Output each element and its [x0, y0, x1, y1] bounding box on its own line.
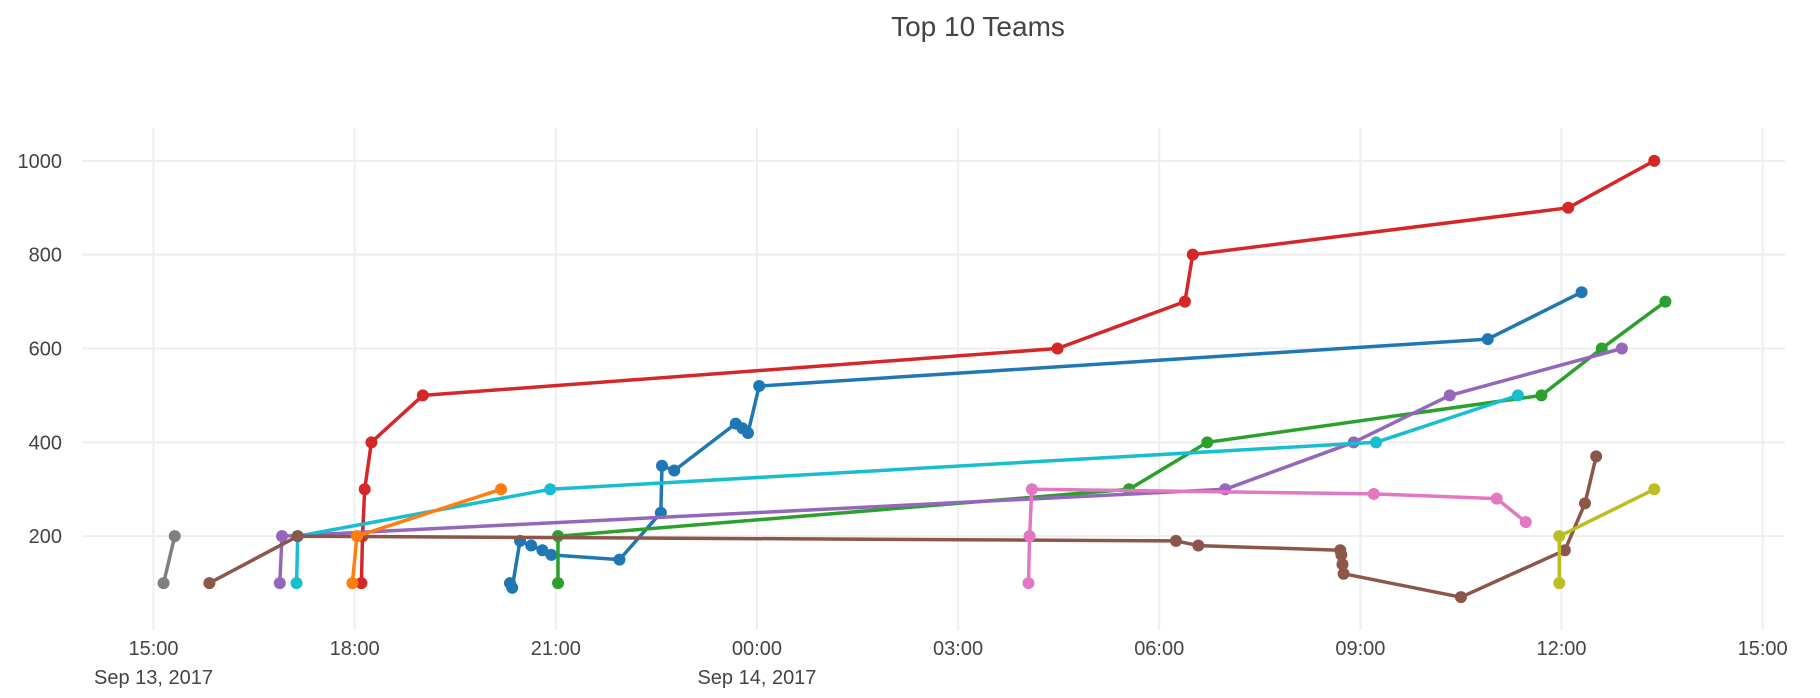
data-point [1454, 591, 1467, 604]
series-line [508, 290, 1583, 590]
data-point [495, 483, 508, 496]
series-line [208, 455, 1598, 599]
data-point [157, 577, 170, 590]
data-point [1025, 483, 1038, 496]
data-point [1337, 567, 1350, 580]
data-point [1169, 534, 1182, 547]
data-point [290, 577, 303, 590]
x-tick-label: 03:00 [933, 638, 983, 660]
series-team-7 [1022, 483, 1532, 590]
x-tick-label: 06:00 [1134, 638, 1184, 660]
series-group [157, 154, 1672, 604]
data-point [753, 380, 766, 393]
data-point [1186, 248, 1199, 261]
data-point [1578, 497, 1591, 510]
data-point [355, 577, 368, 590]
data-point [525, 539, 538, 552]
x-axis: 15:00 Sep 13, 2017 18:00 21:00 00:00 Sep 14, … [94, 638, 1788, 689]
data-point [1367, 487, 1380, 500]
data-point [350, 530, 363, 543]
x-tick-date-label: Sep 14, 2017 [697, 667, 816, 689]
chart-title: Top 10 Teams [891, 11, 1065, 42]
data-point [1335, 548, 1348, 561]
data-point [1648, 483, 1661, 496]
x-tick-label: 15:00 [1738, 638, 1788, 660]
data-point [1590, 450, 1603, 463]
data-point [1562, 201, 1575, 214]
data-point [1553, 577, 1566, 590]
series-team-2 [503, 286, 1588, 594]
x-tick-date-label: Sep 13, 2017 [94, 667, 213, 689]
y-tick-label: 400 [29, 432, 62, 454]
x-tick-label: 12:00 [1536, 638, 1586, 660]
y-tick-label: 1000 [18, 151, 63, 173]
data-point [1511, 389, 1524, 402]
data-point [613, 553, 626, 566]
data-point [1023, 530, 1036, 543]
data-point [545, 548, 558, 561]
grid [82, 128, 1785, 630]
y-axis: 200 400 600 800 1000 [18, 151, 63, 548]
data-point [655, 459, 668, 472]
data-point [1553, 530, 1566, 543]
data-point [346, 577, 359, 590]
x-tick-label: 21:00 [531, 638, 581, 660]
series-line [359, 159, 1656, 584]
data-point [1490, 492, 1503, 505]
data-point [1558, 544, 1571, 557]
data-point [506, 581, 519, 594]
data-point [536, 544, 549, 557]
data-point [1370, 436, 1383, 449]
data-point [668, 464, 681, 477]
y-tick-label: 200 [29, 526, 62, 548]
data-point [544, 483, 557, 496]
data-point [1336, 558, 1349, 571]
data-point [1022, 577, 1035, 590]
data-point [203, 577, 216, 590]
data-point [291, 530, 304, 543]
data-point [1051, 342, 1064, 355]
series-team-10 [1553, 483, 1661, 590]
data-point [742, 426, 755, 439]
data-point [1443, 389, 1456, 402]
data-point [1201, 436, 1214, 449]
y-tick-label: 800 [29, 245, 62, 267]
data-point [1192, 539, 1205, 552]
data-point [1535, 389, 1548, 402]
series-line [161, 535, 177, 584]
data-point [1481, 333, 1494, 346]
data-point [1519, 516, 1532, 529]
data-point [273, 577, 286, 590]
x-tick-label: 00:00 [732, 638, 782, 660]
y-tick-label: 600 [29, 339, 62, 361]
x-tick-label: 09:00 [1335, 638, 1385, 660]
data-point [1575, 286, 1588, 299]
series-line [1026, 487, 1527, 584]
series-team-8 [346, 483, 508, 590]
data-point [1659, 295, 1672, 308]
data-point [552, 577, 565, 590]
data-point [1615, 342, 1628, 355]
series-team-6 [203, 450, 1603, 604]
x-tick-label: 18:00 [330, 638, 380, 660]
data-point [365, 436, 378, 449]
data-point [1178, 295, 1191, 308]
data-point [276, 530, 289, 543]
series-team-5 [290, 389, 1524, 590]
data-point [1648, 154, 1661, 167]
data-point [358, 483, 371, 496]
series-team-9 [157, 530, 181, 590]
data-point [168, 530, 181, 543]
data-point [416, 389, 429, 402]
x-tick-label: 15:00 [128, 638, 178, 660]
